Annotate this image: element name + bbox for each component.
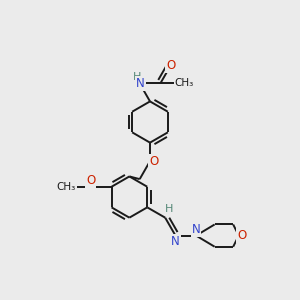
Text: O: O [237,229,247,242]
Text: N: N [136,77,145,90]
Text: N: N [192,223,200,236]
Text: H: H [165,204,173,214]
Text: H: H [132,72,141,82]
Text: O: O [86,174,96,187]
Text: O: O [166,59,175,72]
Text: CH₃: CH₃ [174,79,194,88]
Text: O: O [149,155,158,168]
Text: CH₃: CH₃ [57,182,76,192]
Text: N: N [171,235,180,248]
